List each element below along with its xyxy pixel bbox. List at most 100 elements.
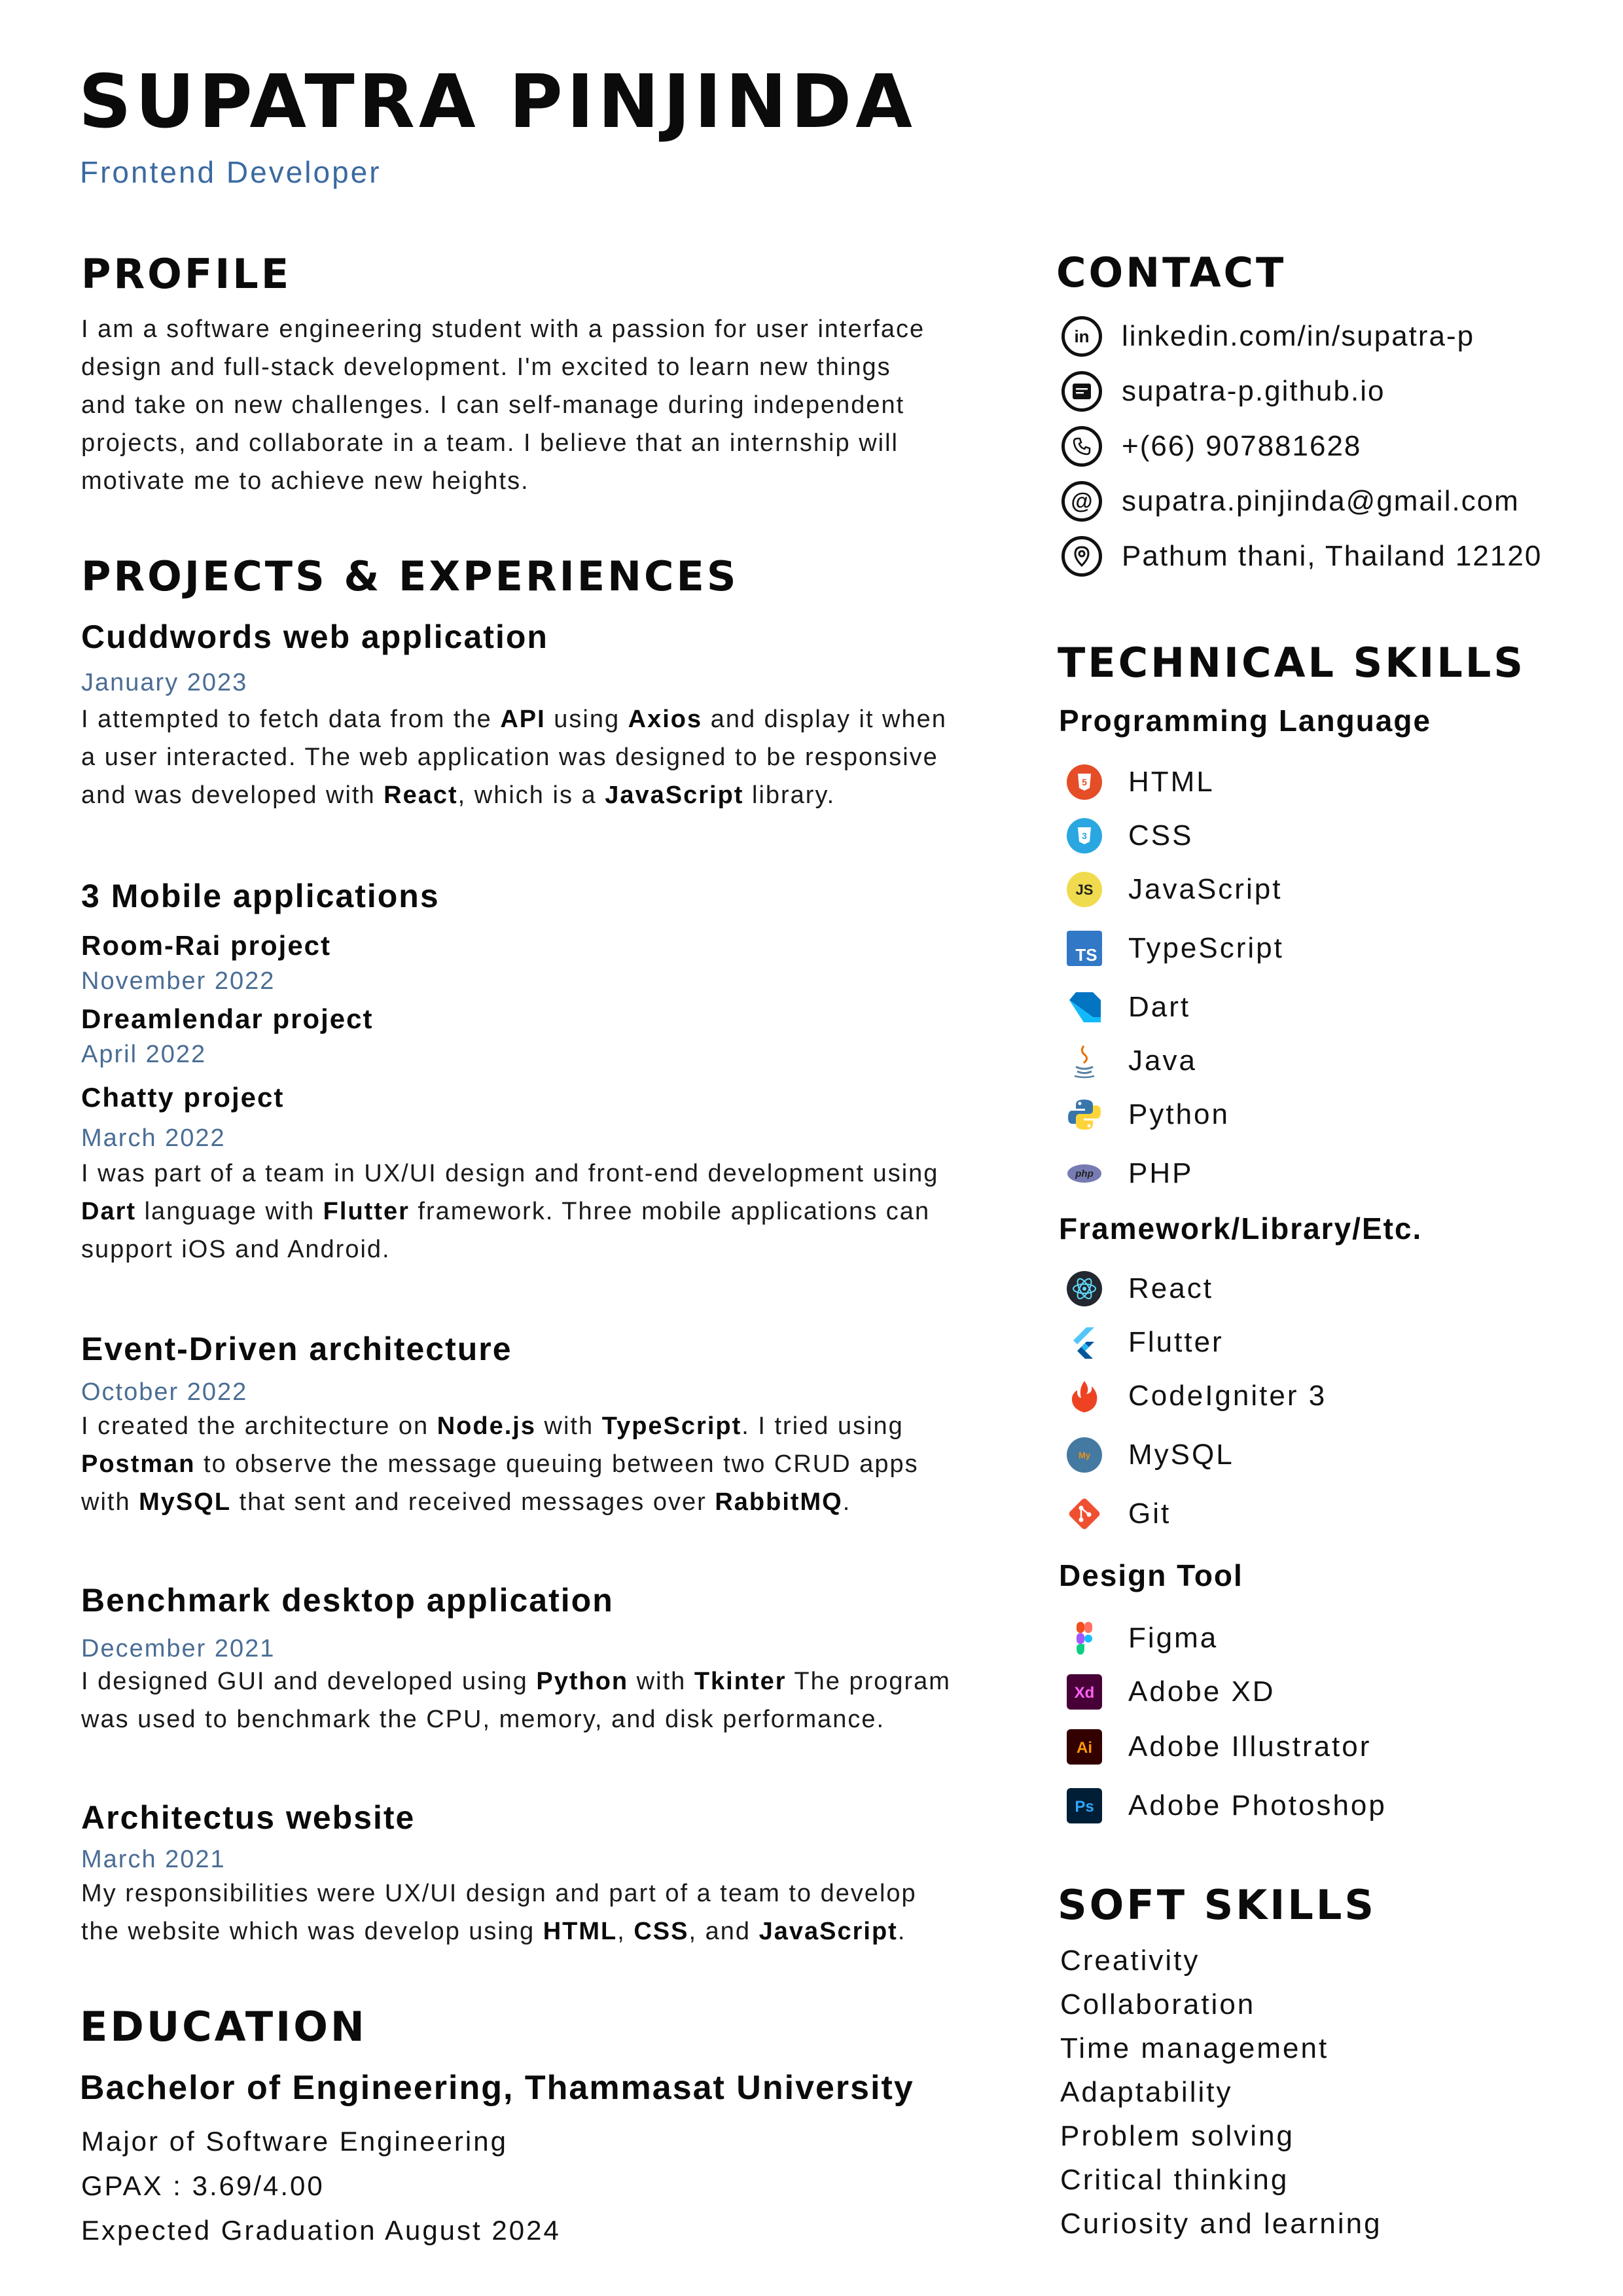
description-line: with MySQL that sent and received messag… [81,1488,851,1516]
project-description: I was part of a team in UX/UI design and… [81,1155,938,1268]
description-line: the website which was develop using HTML… [81,1918,906,1945]
location-icon [1061,536,1102,577]
project-title-architectus: Architectus website [81,1799,416,1836]
profile-heading: PROFILE [81,250,292,298]
description-line: Postman to observe the message queuing b… [81,1450,919,1478]
description-line: support iOS and Android. [81,1236,391,1263]
subproject-date: November 2022 [81,967,276,995]
project-description: I attempted to fetch data from the API u… [81,700,947,814]
react-icon [1067,1271,1102,1306]
project-date: January 2023 [81,669,248,696]
skill-label: CodeIgniter 3 [1128,1380,1327,1412]
description-line: and was developed with React, which is a… [81,781,836,809]
skill-label: PHP [1128,1157,1194,1189]
contact-text: Pathum thani, Thailand 12120 [1122,540,1543,572]
skill-label: MySQL [1128,1439,1234,1471]
skill-label: Java [1128,1045,1197,1077]
project-date: March 2021 [81,1846,226,1873]
figma-icon [1067,1621,1102,1656]
skill-python: Python [1067,1097,1230,1132]
skill-label: JavaScript [1128,873,1283,905]
soft-skill-item: Problem solving [1060,2120,1295,2152]
contact-website[interactable]: supatra-p.github.io [1061,364,1542,419]
subproject-date: March 2022 [81,1124,226,1152]
skill-label: Adobe Illustrator [1128,1731,1372,1763]
profile-line: projects, and collaborate in a team. I b… [81,429,899,457]
description-line: I was part of a team in UX/UI design and… [81,1160,939,1187]
description-line: My responsibilities were UX/UI design an… [81,1880,917,1907]
candidate-name: SUPATRA PINJINDA [79,60,916,145]
profile-line: motivate me to achieve new heights. [81,467,529,495]
contact-linkedin[interactable]: in linkedin.com/in/supatra-p [1061,309,1542,364]
linkedin-icon: in [1061,316,1102,357]
contact-list: in linkedin.com/in/supatra-p supatra-p.g… [1061,309,1542,584]
typescript-icon: TS [1067,931,1102,966]
codeigniter-icon [1067,1378,1102,1414]
svg-text:Ps: Ps [1075,1798,1094,1816]
soft-skills-list: Creativity Collaboration Time management… [1060,1946,1382,2253]
project-title-mobile: 3 Mobile applications [81,878,440,914]
contact-text[interactable]: supatra-p.github.io [1122,375,1385,407]
skill-label: Flutter [1128,1326,1224,1358]
skill-typescript: TS TypeScript [1067,931,1284,966]
skill-git: Git [1067,1496,1171,1532]
description-line: I designed GUI and developed using Pytho… [81,1668,951,1695]
skill-dart: Dart [1067,990,1190,1025]
website-icon [1061,371,1102,412]
skill-label: Adobe Photoshop [1128,1789,1387,1821]
framework-heading: Framework/Library/Etc. [1059,1211,1423,1246]
flutter-icon [1067,1325,1102,1360]
contact-location: Pathum thani, Thailand 12120 [1061,529,1542,584]
email-icon: @ [1061,481,1102,522]
description-line: I attempted to fetch data from the API u… [81,706,947,733]
subproject-name: Room-Rai project [81,930,332,961]
contact-text[interactable]: linkedin.com/in/supatra-p [1122,320,1475,352]
skill-label: CSS [1128,819,1194,852]
profile-text: I am a software engineering student with… [81,310,925,500]
svg-text:Xd: Xd [1075,1684,1095,1702]
skill-label: Adobe XD [1128,1676,1275,1708]
education-gpax: GPAX : 3.69/4.00 [81,2170,325,2201]
git-icon [1067,1496,1102,1532]
education-heading: EDUCATION [80,2003,367,2051]
skill-label: Dart [1128,991,1191,1023]
contact-text[interactable]: +(66) 907881628 [1122,430,1362,462]
java-icon [1067,1043,1102,1079]
skill-css: 3 CSS [1067,818,1193,853]
projects-heading: PROJECTS & EXPERIENCES [81,552,739,600]
skill-label: React [1128,1272,1213,1304]
svg-text:3: 3 [1082,831,1087,841]
degree: Bachelor of Engineering, Thammasat Unive… [80,2069,914,2107]
skill-adobe-xd: Xd Adobe XD [1067,1674,1275,1710]
adobe-photoshop-icon: Ps [1067,1788,1102,1823]
skill-label: Figma [1128,1622,1219,1654]
python-icon [1067,1097,1102,1132]
svg-text:TS: TS [1075,945,1097,965]
contact-email[interactable]: @ supatra.pinjinda@gmail.com [1061,474,1542,529]
project-description: I designed GUI and developed using Pytho… [81,1662,951,1738]
description-line: I created the architecture on Node.js wi… [81,1412,904,1440]
skill-codeigniter: CodeIgniter 3 [1067,1378,1327,1414]
education-major: Major of Software Engineering [81,2126,508,2157]
svg-text:Ai: Ai [1077,1739,1092,1757]
contact-heading: CONTACT [1056,249,1287,296]
project-description: My responsibilities were UX/UI design an… [81,1874,917,1950]
skill-label: HTML [1128,766,1215,798]
project-date: December 2021 [81,1635,276,1662]
profile-line: I am a software engineering student with… [81,315,925,343]
skill-label: TypeScript [1128,932,1284,964]
design-tool-heading: Design Tool [1059,1558,1243,1592]
soft-skill-item: Curiosity and learning [1060,2208,1382,2240]
contact-phone[interactable]: +(66) 907881628 [1061,419,1542,474]
skill-flutter: Flutter [1067,1325,1224,1360]
adobe-illustrator-icon: Ai [1067,1729,1102,1765]
soft-skills-heading: SOFT SKILLS [1058,1881,1377,1929]
skill-html: 5 HTML [1067,764,1215,800]
contact-text[interactable]: supatra.pinjinda@gmail.com [1122,485,1520,517]
description-line: a user interacted. The web application w… [81,744,938,771]
javascript-icon: JS [1067,872,1102,907]
skill-mysql: My MySQL [1067,1437,1234,1473]
project-date: October 2022 [81,1378,248,1406]
skill-react: React [1067,1271,1213,1306]
dart-icon [1067,990,1102,1025]
